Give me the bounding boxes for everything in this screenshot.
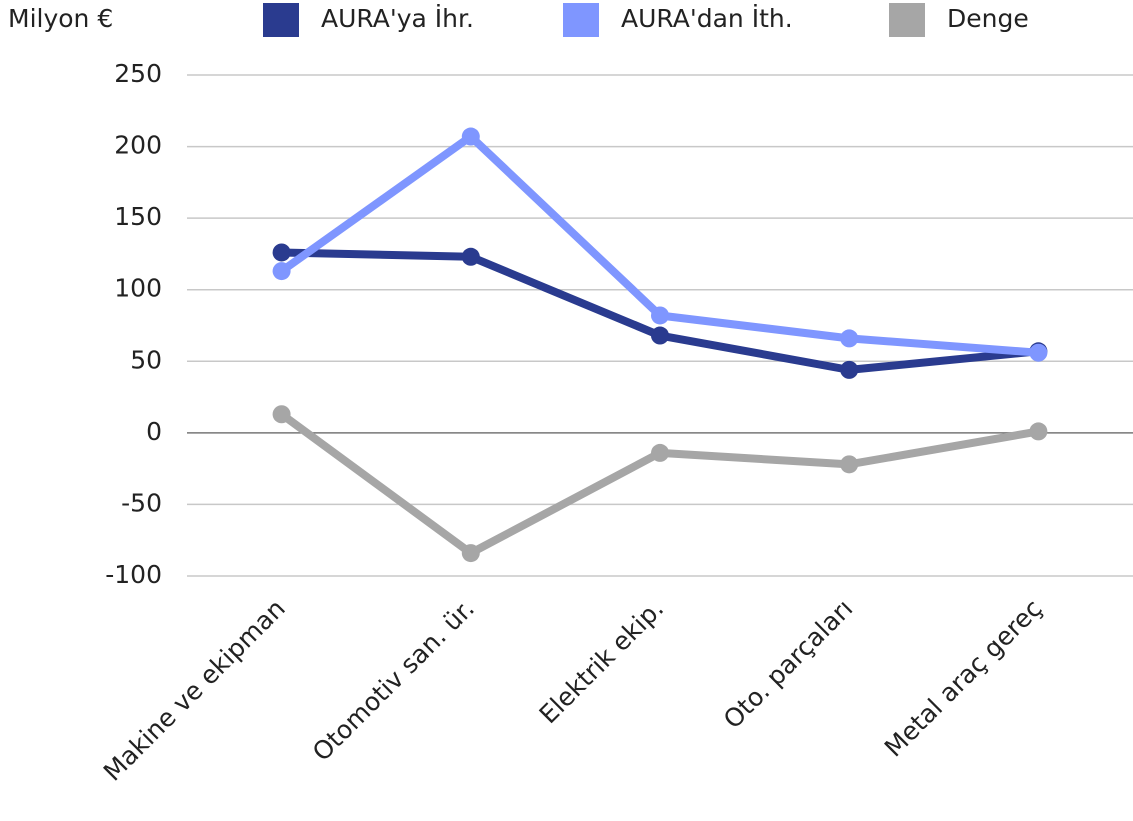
y-tick-label: 200 [114, 131, 162, 160]
data-point [272, 262, 291, 281]
legend-swatch [263, 3, 299, 37]
data-point [1029, 343, 1048, 362]
data-point [461, 247, 480, 266]
x-tick-label: Metal araç gereç [879, 594, 1048, 763]
data-point [840, 455, 859, 474]
y-axis-title: Milyon € [8, 4, 113, 33]
data-point [651, 326, 669, 345]
data-point [840, 329, 859, 348]
y-tick-label: -100 [105, 560, 162, 589]
data-point [461, 127, 480, 146]
data-point [840, 360, 859, 379]
legend-label: AURA'dan İth. [621, 4, 793, 33]
legend-swatch [563, 3, 599, 37]
data-point [272, 243, 291, 262]
legend-label: Denge [947, 4, 1029, 33]
y-tick-label: 50 [130, 345, 162, 374]
x-tick-label: Oto. parçaları [718, 594, 859, 735]
data-point [1029, 422, 1048, 441]
legend-label: AURA'ya İhr. [321, 4, 474, 33]
legend-swatch [889, 3, 925, 37]
data-point [651, 306, 669, 325]
x-tick-label: Otomotiv san. ür. [307, 594, 480, 767]
y-tick-label: 100 [114, 274, 162, 303]
y-tick-label: 0 [146, 417, 162, 446]
x-tick-label: Elektrik ekip. [534, 594, 670, 730]
y-tick-label: 250 [114, 59, 162, 88]
data-point [651, 443, 669, 462]
y-tick-label: 150 [114, 202, 162, 231]
data-point [272, 405, 291, 424]
data-point [461, 544, 480, 563]
x-tick-label: Makine ve ekipman [98, 594, 291, 787]
y-tick-label: -50 [121, 488, 162, 517]
series-line [279, 411, 1040, 558]
